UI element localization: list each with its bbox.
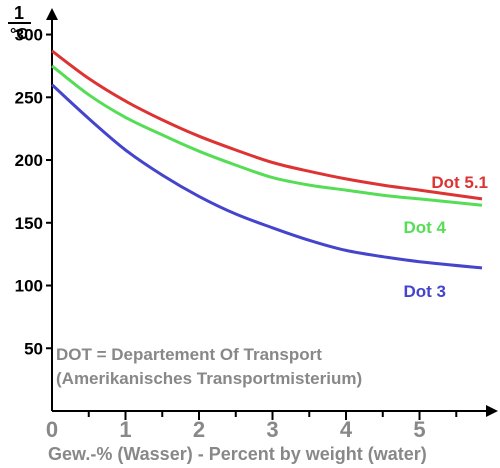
- series-label: Dot 5.1: [431, 173, 488, 192]
- y-unit-numerator: 1: [14, 3, 24, 23]
- y-tick-label: 300: [15, 26, 43, 45]
- series-label: Dot 3: [404, 282, 447, 301]
- axes: 50 100 150 200 250 300 0 1 2 3 4 5: [15, 8, 498, 442]
- x-axis-label: Gew.-% (Wasser) - Percent by weight (wat…: [48, 444, 427, 464]
- series-line: [51, 49, 483, 201]
- x-tick-label: 1: [119, 417, 131, 442]
- y-tick-label: 250: [15, 88, 43, 107]
- series-label: Dot 4: [404, 218, 447, 237]
- y-unit-denominator: °C: [10, 26, 28, 43]
- y-tick-label: 100: [15, 277, 43, 296]
- x-tick-label: 2: [193, 417, 205, 442]
- y-tick-label: 200: [15, 151, 43, 170]
- annotation-line-1: DOT = Departement Of Transport: [56, 345, 322, 364]
- x-tick-label: 3: [266, 417, 278, 442]
- series-labels: Dot 5.1 Dot 4 Dot 3: [404, 173, 489, 301]
- y-axis-arrow: [46, 8, 58, 20]
- x-tick-label: 5: [413, 417, 425, 442]
- x-axis-arrow: [486, 405, 498, 417]
- x-tick-label: 0: [46, 417, 58, 442]
- x-tick-label: 4: [340, 417, 353, 442]
- y-tick-label: 150: [15, 214, 43, 233]
- series-lines: [50, 49, 483, 270]
- y-tick-label: 50: [24, 339, 43, 358]
- series-line: [51, 64, 483, 207]
- annotation-line-2: (Amerikanisches Transportmisterium): [56, 369, 362, 388]
- series-line: [50, 83, 483, 270]
